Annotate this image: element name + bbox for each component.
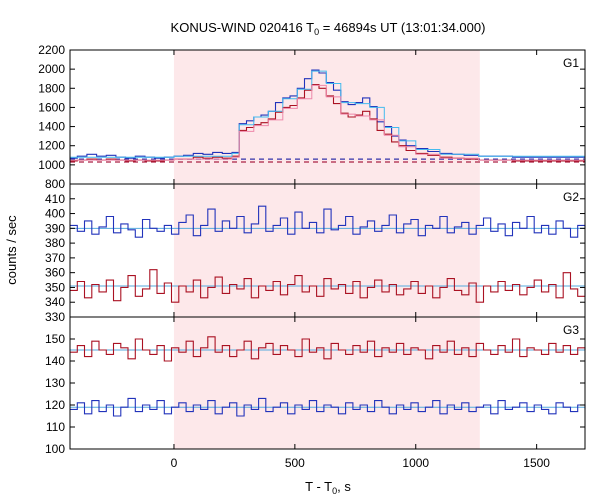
y-tick-label: 370 [45,251,65,265]
x-axis-label-suffix: , s [337,479,351,494]
panel-label-g3: G3 [563,323,579,337]
y-tick-label: 130 [45,376,65,390]
series-red-curve [70,269,586,303]
y-tick-label: 800 [45,177,65,191]
panel-g1: 800 1000 1200 1400 1600 1800 2000 2200 G1 [38,43,586,191]
x-axis-label-subscript: 0 [332,486,337,496]
y-tick-label: 340 [45,295,65,309]
y-tick-label: 1000 [38,158,65,172]
panel-label-g1: G1 [563,56,579,70]
shaded-interval [173,184,480,317]
x-tick-label: 1500 [523,456,550,470]
y-tick-label: 410 [45,192,65,206]
series-blue-curve [70,205,586,238]
series-blue-curve [70,397,586,417]
x-tick-label: 0 [171,456,178,470]
panels-layer: 8001000120014001600180020002200G13303403… [38,43,586,470]
chart-title-subscript: 0 [314,27,319,37]
y-tick-label: 150 [45,332,65,346]
x-tick-label: 500 [285,456,305,470]
x-axis-label-prefix: T - T [305,479,332,494]
x-axis-label: T - T0, s [305,479,351,496]
chart-title-prefix: KONUS-WIND 020416 T [171,20,315,35]
y-tick-label: 400 [45,207,65,221]
shaded-interval [173,317,480,449]
chart-title: KONUS-WIND 020416 T0 = 46894s UT (13:01:… [171,20,486,37]
x-tick-label: 1000 [402,456,429,470]
y-tick-label: 2200 [38,43,65,57]
series-red-curve [70,336,586,362]
y-tick-label: 100 [45,442,65,456]
y-tick-label: 390 [45,221,65,235]
chart-title-suffix: = 46894s UT (13:01:34.000) [319,20,485,35]
y-axis-label: counts / sec [4,215,19,285]
y-tick-label: 330 [45,310,65,324]
y-tick-label: 1200 [38,139,65,153]
y-tick-label: 1400 [38,120,65,134]
panel-label-g2: G2 [563,190,579,204]
y-tick-label: 110 [46,420,65,434]
y-tick-label: 1600 [38,100,65,114]
y-tick-label: 140 [45,354,65,368]
y-tick-label: 1800 [38,81,65,95]
y-tick-label: 2000 [38,62,65,76]
y-tick-label: 120 [45,398,65,412]
series-pink-curve [70,84,586,161]
y-tick-label: 380 [45,236,65,250]
y-tick-label: 350 [45,280,65,294]
shaded-interval [173,50,480,184]
panel-g3: 100 110 120 130 140 150 G3 [45,316,586,456]
y-tick-label: 360 [45,266,65,280]
